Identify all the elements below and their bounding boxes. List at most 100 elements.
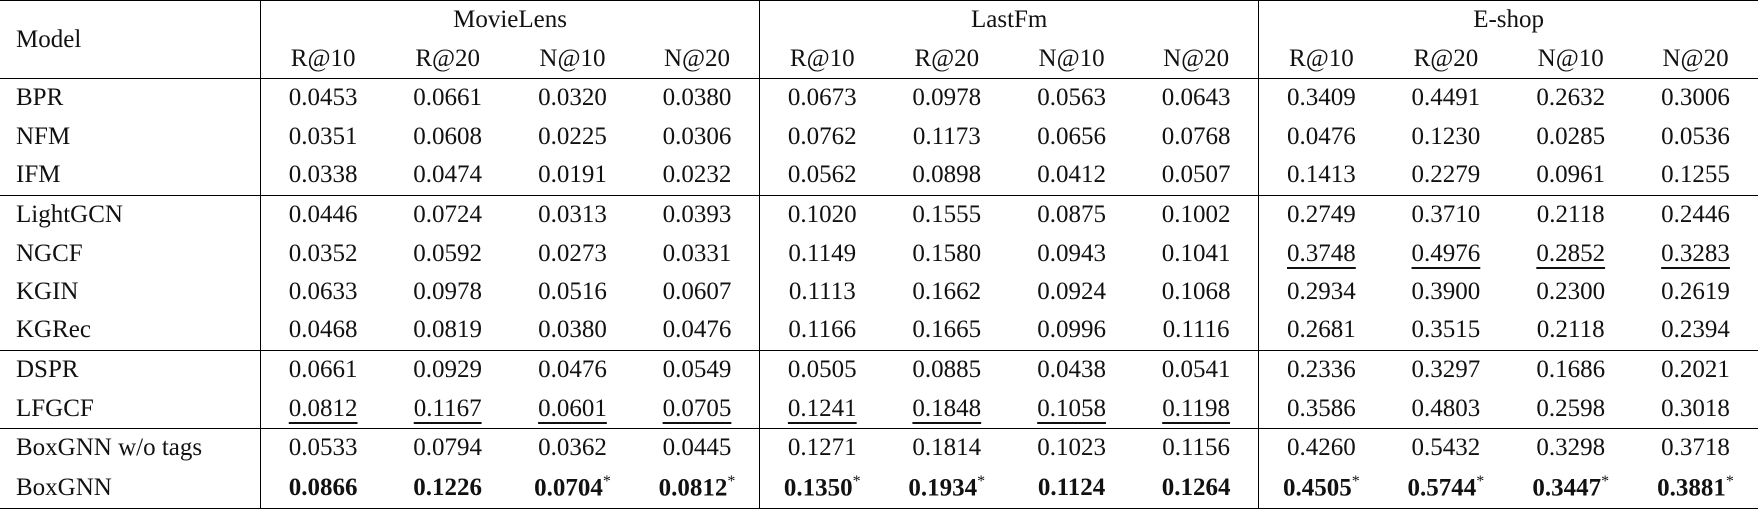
cell: 0.3748	[1258, 234, 1384, 273]
value: 0.1149	[788, 239, 857, 267]
data-row: KGIN 0.0633 0.0978 0.0516 0.0607 0.1113 0.1662…	[0, 272, 1758, 312]
value: 0.0445	[662, 434, 732, 462]
cell: 0.2749	[1258, 194, 1384, 235]
value: 0.0362	[538, 434, 607, 462]
value: 0.0661	[288, 356, 358, 384]
cell: 0.0608	[385, 118, 510, 156]
value: 0.1662	[912, 277, 982, 305]
model-name: NGCF	[0, 234, 261, 273]
cell: 0.0704*	[510, 468, 635, 509]
value: 0.1264	[1161, 473, 1231, 501]
cell: 0.0438	[1009, 349, 1134, 390]
value: 0.0331	[662, 239, 732, 267]
value: 0.2749	[1287, 201, 1356, 229]
data-row: NGCF 0.0352 0.0592 0.0273 0.0331 0.1149 0.1580…	[0, 234, 1758, 273]
cell: 0.0541	[1133, 349, 1259, 390]
value: 0.3586	[1287, 394, 1356, 422]
value: 0.2021	[1661, 356, 1730, 384]
model-name: KGIN	[0, 272, 261, 312]
value: 0.0812	[288, 394, 358, 422]
value: 0.0812	[658, 474, 728, 502]
value: 0.0476	[538, 356, 607, 384]
cell: 0.3297	[1383, 349, 1509, 390]
value: 0.3718	[1661, 434, 1730, 462]
cell: 0.1665	[884, 311, 1009, 350]
value: 0.2118	[1536, 316, 1605, 344]
cell: 0.0875	[1009, 194, 1134, 235]
cell: 0.0533	[260, 427, 386, 468]
value: 0.2336	[1287, 356, 1356, 384]
value: 0.1580	[912, 239, 982, 267]
cell: 0.1156	[1133, 427, 1259, 468]
value: 0.1848	[912, 394, 982, 422]
cell: 0.2021	[1633, 349, 1758, 390]
cell: 0.0476	[1258, 117, 1384, 157]
cell: 0.1002	[1133, 194, 1259, 235]
value: 0.1814	[912, 434, 982, 462]
value: 0.0338	[288, 161, 358, 189]
cell: 0.1814	[884, 427, 1010, 468]
metric-header: N@10	[510, 39, 635, 80]
significance-mark: *	[977, 473, 986, 491]
value: 0.0762	[787, 122, 857, 150]
value: 0.1350	[783, 474, 853, 502]
value: 0.3006	[1661, 84, 1730, 112]
cell: 0.1020	[759, 194, 885, 235]
cell: 0.0978	[884, 78, 1010, 118]
data-row: LFGCF 0.0812 0.1167 0.0601 0.0705 0.1241 0.184…	[0, 389, 1758, 429]
value: 0.1173	[912, 122, 981, 150]
value: 0.0533	[288, 434, 358, 462]
cell: 0.3298	[1508, 427, 1634, 468]
cell: 0.1149	[759, 234, 885, 273]
data-row: BoxGNN 0.0866 0.1226 0.0704* 0.0812* 0.1350* 0…	[0, 467, 1758, 509]
value: 0.0476	[662, 316, 732, 344]
cell: 0.3006	[1633, 78, 1758, 118]
metric-header: R@10	[759, 39, 885, 80]
value: 0.1255	[1661, 161, 1730, 189]
cell: 0.2681	[1258, 311, 1384, 351]
cell: 0.1230	[1384, 118, 1509, 156]
value: 0.0507	[1161, 161, 1231, 189]
metric-header: R@20	[385, 39, 511, 80]
value: 0.0273	[538, 239, 607, 267]
cell: 0.2852	[1508, 234, 1633, 272]
cell: 0.0453	[260, 78, 386, 118]
cell: 0.0445	[634, 427, 760, 468]
cell: 0.1041	[1134, 234, 1259, 272]
value: 0.1116	[1162, 316, 1230, 344]
cell: 0.1198	[1134, 389, 1259, 428]
cell: 0.1686	[1508, 349, 1634, 390]
cell: 0.0285	[1508, 118, 1633, 156]
value: 0.2279	[1411, 161, 1481, 189]
value: 0.0393	[662, 201, 732, 229]
cell: 0.4505*	[1258, 467, 1384, 509]
data-row: DSPR 0.0661 0.0929 0.0476 0.0549 0.0505 0.0885…	[0, 349, 1758, 390]
cell: 0.0320	[510, 78, 635, 118]
cell: 0.3447*	[1508, 468, 1633, 509]
cell: 0.0380	[634, 78, 760, 118]
cell: 0.1255	[1633, 156, 1758, 195]
value: 0.0232	[662, 161, 732, 189]
value: 0.0225	[538, 122, 607, 150]
cell: 0.1350*	[759, 467, 885, 509]
cell: 0.2446	[1633, 194, 1758, 235]
value: 0.3710	[1411, 201, 1481, 229]
value: 0.0656	[1037, 122, 1106, 150]
cell: 0.3409	[1258, 78, 1384, 118]
value: 0.1023	[1037, 434, 1106, 462]
significance-mark: *	[602, 473, 611, 491]
value: 0.0563	[1037, 84, 1106, 112]
cell: 0.0633	[260, 272, 386, 312]
cell: 0.0768	[1134, 118, 1259, 156]
significance-mark: *	[1476, 473, 1485, 491]
cell: 0.0812*	[635, 468, 760, 509]
cell: 0.0536	[1633, 118, 1758, 156]
value: 0.0643	[1161, 84, 1231, 112]
value: 0.1041	[1161, 239, 1231, 267]
value: 0.0607	[662, 277, 732, 305]
value: 0.4976	[1411, 239, 1481, 267]
cell: 0.3586	[1258, 389, 1384, 429]
cell: 0.0563	[1009, 78, 1134, 118]
metric-header: R@20	[1383, 39, 1509, 80]
cell: 0.0331	[635, 234, 760, 272]
